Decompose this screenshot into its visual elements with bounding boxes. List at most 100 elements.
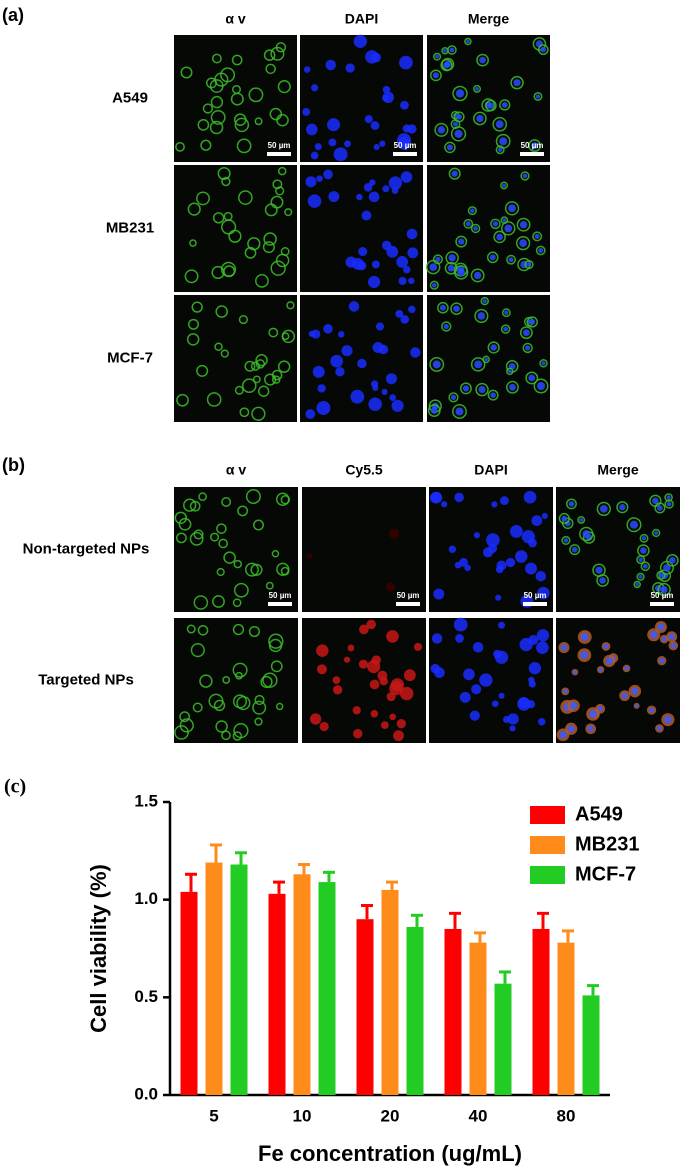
cell: [525, 371, 539, 385]
scale-bar: [268, 602, 292, 606]
cell: [455, 235, 468, 248]
cell: [631, 687, 639, 695]
cell: [508, 257, 514, 263]
cell: [186, 624, 196, 634]
cell: [487, 389, 499, 401]
cell: [208, 693, 224, 709]
cell: [501, 308, 511, 318]
cell: [252, 700, 267, 715]
cell: [268, 633, 284, 649]
cell: [347, 644, 355, 652]
cell: [178, 517, 192, 531]
cell: [528, 538, 537, 548]
cell: [179, 718, 194, 733]
cell: [211, 53, 222, 64]
cell: [357, 358, 367, 369]
cell: [269, 107, 283, 121]
cell: [210, 95, 224, 109]
cell: [562, 689, 568, 694]
cell: [599, 577, 607, 584]
cell: [502, 218, 507, 223]
cell: [260, 675, 273, 689]
cell: [245, 489, 261, 505]
cell: [508, 204, 516, 213]
cell: [368, 191, 380, 203]
cell: [307, 194, 322, 208]
cell: [238, 190, 253, 205]
cell: [648, 707, 655, 713]
cell: [504, 310, 509, 315]
cell: [212, 212, 225, 224]
cell: [193, 529, 204, 540]
cell: [271, 375, 281, 384]
cell: [341, 345, 353, 357]
legend-swatch: [530, 836, 565, 854]
cell: [238, 314, 248, 325]
cell: [403, 265, 411, 274]
y-tick-label: 0.5: [134, 987, 158, 1006]
cell: [408, 305, 416, 314]
cell: [400, 171, 413, 183]
cell: [533, 378, 549, 394]
cell: [598, 667, 603, 672]
column-header: Merge: [597, 462, 638, 478]
cell: [592, 563, 606, 577]
cell: [569, 544, 581, 556]
cell: [399, 686, 414, 701]
cell: [654, 530, 659, 536]
cell: [660, 586, 668, 594]
cell: [222, 676, 231, 684]
cell: [344, 140, 351, 148]
cell: [431, 633, 443, 644]
cell: [231, 54, 243, 66]
cell: [254, 117, 263, 126]
cell: [459, 691, 471, 703]
cell: [663, 564, 671, 572]
cell: [356, 193, 363, 201]
cell: [474, 308, 489, 324]
cell: [381, 240, 392, 251]
cell: [275, 702, 284, 711]
cell: [595, 566, 603, 574]
cell: [457, 268, 466, 277]
cell: [270, 260, 286, 276]
cell: [432, 360, 441, 369]
cell: [579, 526, 594, 542]
cell: [453, 121, 459, 127]
cell: [455, 89, 465, 98]
legend-swatch: [530, 866, 565, 884]
y-tick-label: 0.0: [134, 1084, 158, 1103]
cell: [406, 228, 418, 240]
cell: [316, 664, 327, 675]
cell: [558, 512, 570, 525]
cell: [186, 333, 200, 346]
cell: [316, 644, 329, 657]
cell: [636, 572, 645, 581]
cell: [432, 254, 443, 265]
cell: [567, 725, 575, 733]
cell: [223, 265, 236, 278]
cell: [463, 218, 474, 229]
cell: [430, 663, 440, 674]
cell: [388, 176, 402, 190]
cell: [230, 92, 244, 106]
column-header: DAPI: [345, 11, 378, 27]
cell: [482, 547, 494, 558]
cell: [485, 99, 497, 112]
cell: [408, 277, 415, 285]
micrograph: [300, 295, 423, 422]
cell: [330, 354, 344, 368]
y-tick-label: 1.5: [134, 791, 158, 810]
scale-bar: [267, 152, 291, 156]
column-header: α v: [226, 462, 246, 478]
bar: [494, 983, 512, 1095]
row-label: MCF-7: [107, 349, 153, 366]
panel-label: (a): [2, 5, 24, 25]
cell: [664, 499, 674, 509]
cell: [280, 247, 290, 256]
cell: [447, 264, 455, 272]
cell: [443, 323, 449, 330]
cell: [668, 633, 675, 641]
column-header: α v: [225, 11, 245, 27]
cell: [621, 692, 628, 699]
